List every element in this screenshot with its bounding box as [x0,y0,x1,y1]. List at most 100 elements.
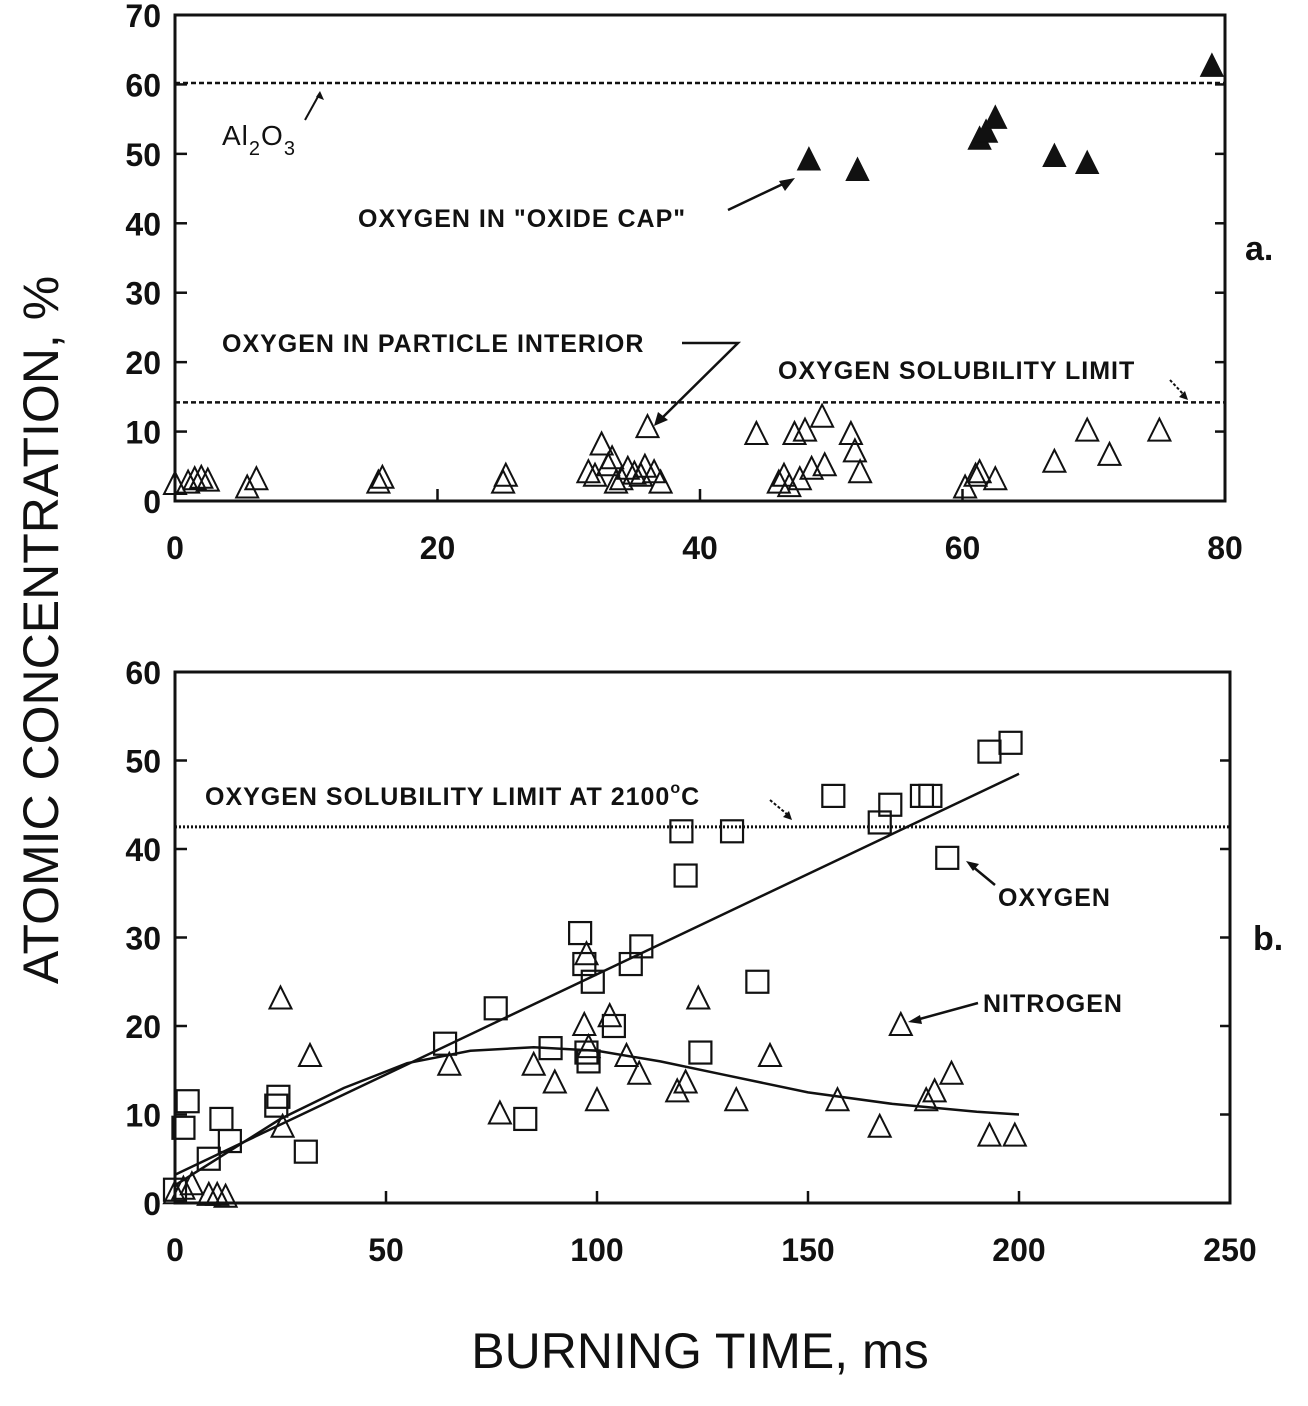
oxide-cap-point [845,156,870,181]
particle-interior-point [188,463,214,489]
oxygen-fit-line [174,772,1020,1176]
solubility-limit-b-text: OXYGEN SOLUBILITY LIMIT AT 2100 [205,783,670,811]
x-tick-label: 200 [992,1232,1045,1268]
y-tick-label: 60 [125,67,161,103]
nitrogen-point [976,1121,1003,1147]
nitrogen-label: NITROGEN [983,990,1123,1018]
particle-interior-point [766,468,792,494]
oxygen-point [935,845,960,870]
nitrogen-point [723,1085,749,1112]
celsius-unit: C [681,783,700,811]
nitrogen-point [436,1050,462,1076]
particle-interior-arrow [659,341,742,421]
particle-interior-point [966,457,993,484]
y-tick-label: 0 [143,484,161,520]
al2o3-sub-3: 3 [284,138,296,160]
al2o3-o: O [261,120,284,151]
oxide-cap-point [796,146,822,171]
nitrogen-point [162,1178,188,1205]
y-tick-label: 50 [125,137,161,173]
nitrogen-arrow [915,1001,979,1022]
nitrogen-point [573,939,600,966]
oxygen-point [673,863,698,888]
particle-interior-arrowhead [654,412,668,426]
nitrogen-point [204,1180,230,1206]
y-tick-label: 70 [125,0,161,34]
particle-interior-label: OXYGEN IN PARTICLE INTERIOR [222,330,644,358]
particle-interior-point [842,437,868,463]
al2o3-label: Al2O3 [222,120,296,160]
oxygen-point [432,1031,458,1056]
particle-interior-point [847,457,873,484]
particle-interior-point [1074,416,1100,442]
oxygen-point [878,792,903,817]
panel-b-fit-curves [174,772,1020,1187]
y-tick-label: 40 [125,832,161,868]
particle-interior-point [195,466,221,492]
x-tick-label: 150 [781,1232,834,1268]
oxygen-arrowhead [966,861,979,871]
x-tick-label: 50 [368,1232,404,1268]
oxygen-point [196,1146,221,1171]
y-tick-label: 20 [125,1009,161,1045]
nitrogen-arrowhead [908,1015,922,1024]
degree-mark: o [670,780,681,797]
oxygen-point [669,819,694,844]
particle-interior-point [588,430,615,456]
panel-b-points [162,730,1028,1208]
panel-a-label: a. [1245,230,1273,268]
oxygen-point [688,1040,713,1065]
al2o3-arrowhead [316,91,324,100]
oxide-cap-point [1042,142,1067,168]
al2o3-sub-2: 2 [249,138,261,160]
y-tick-label: 20 [125,345,161,381]
particle-interior-point [243,464,270,491]
y-tick-label: 30 [125,921,161,957]
solubility-limit-a-arrowhead [1179,391,1188,400]
x-tick-label: 0 [166,1232,184,1268]
oxide-cap-point [973,118,999,143]
nitrogen-point [613,1041,640,1067]
nitrogen-point [867,1112,893,1138]
panel-a-ticks: 0 20 40 60 80 0 10 20 30 40 50 60 70 [125,0,1242,566]
oxygen-point [264,1093,289,1118]
particle-interior-point [809,402,835,428]
oxygen-point [977,739,1002,764]
x-axis-title: BURNING TIME, ms [471,1323,928,1379]
nitrogen-point [1002,1121,1028,1147]
oxygen-point [171,1115,196,1140]
particle-interior-point [162,469,188,495]
oxygen-point [719,819,745,844]
oxygen-point [745,969,770,994]
oxygen-point [293,1139,318,1164]
panel-b-frame [173,670,1232,1205]
x-tick-label: 20 [420,530,456,566]
oxide-cap-arrow [727,181,786,212]
particle-interior-point [1041,447,1068,473]
nitrogen-point [584,1085,610,1112]
nitrogen-point [913,1085,939,1112]
nitrogen-point [212,1182,239,1208]
particle-interior-point [369,463,396,489]
nitrogen-point [672,1068,699,1094]
panel-a-frame [173,13,1227,503]
particle-interior-point [838,419,864,445]
nitrogen-point [626,1059,652,1085]
particle-interior-point [234,473,260,499]
particle-interior-point [792,416,818,442]
nitrogen-fit-line [174,1045,1020,1187]
oxygen-point [217,1128,242,1154]
solubility-limit-b-arrow [769,799,789,816]
particle-interior-point [812,451,838,477]
particle-interior-point [982,464,1008,491]
oxygen-point [162,1177,188,1202]
panel-b-label: b. [1253,920,1283,958]
nitrogen-point [269,1112,296,1138]
y-tick-label: 10 [125,415,161,451]
particle-interior-point [615,454,641,480]
oxygen-point [266,1084,291,1109]
nitrogen-point [888,1010,914,1036]
particle-interior-point [1146,416,1173,442]
nitrogen-point [824,1085,851,1112]
nitrogen-point [170,1174,197,1200]
